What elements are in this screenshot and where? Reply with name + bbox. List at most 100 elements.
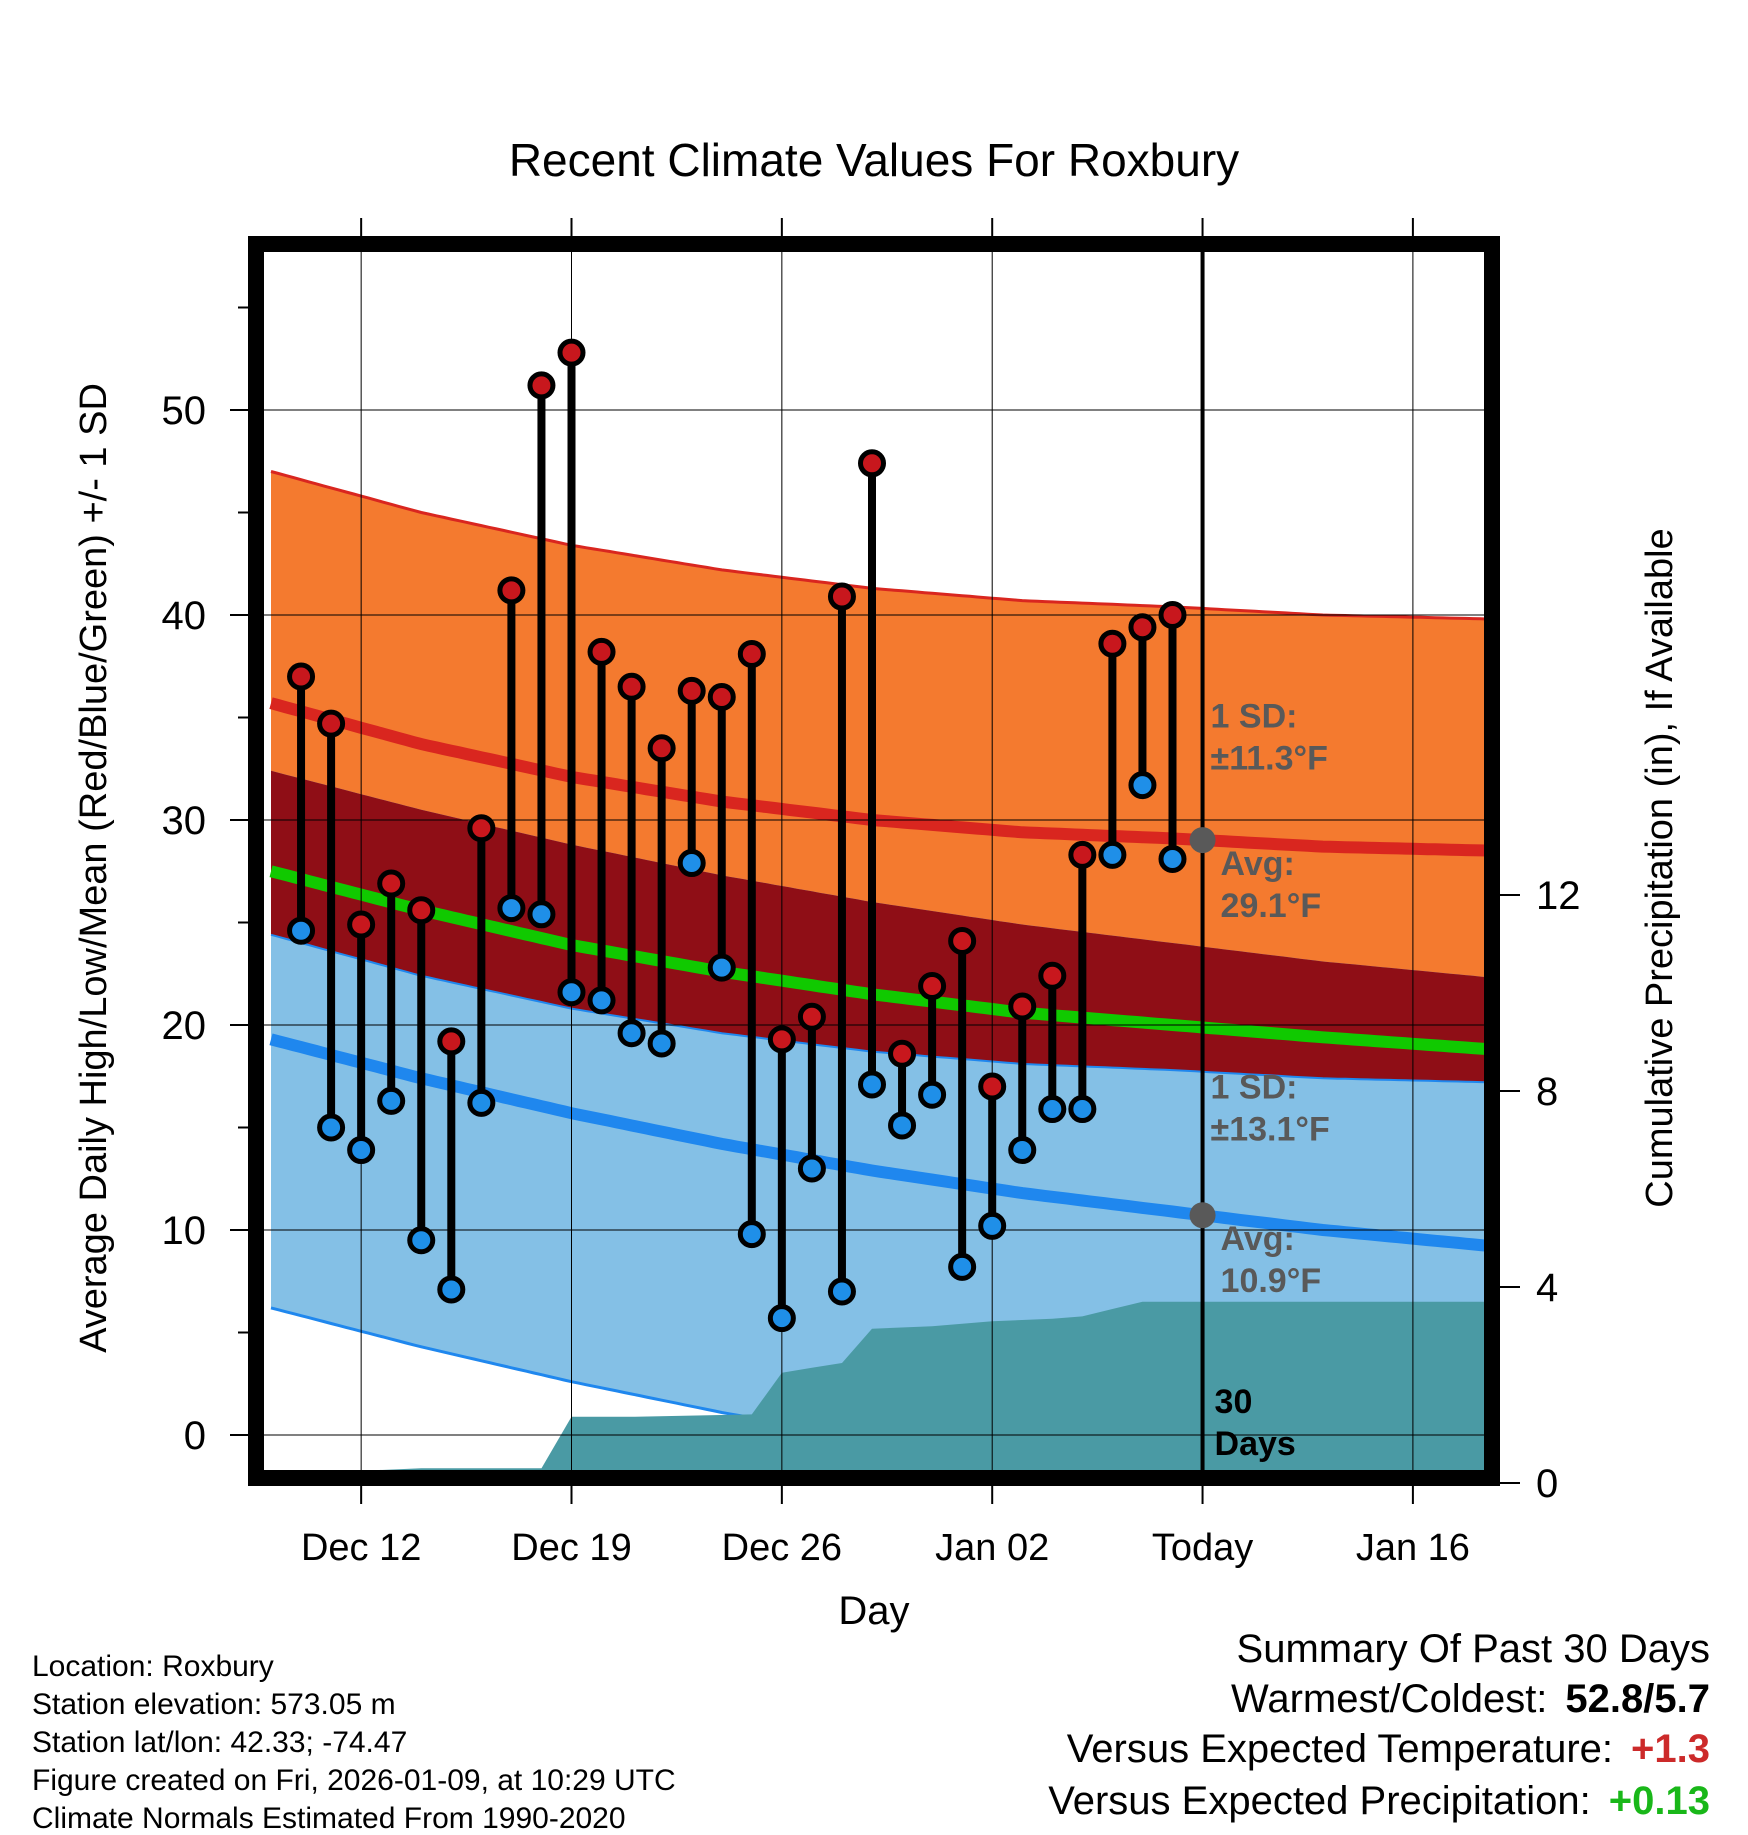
daily-low-marker: [1128, 771, 1157, 800]
high-sd-annotation: 1 SD: ±11.3°F: [1211, 697, 1328, 777]
normal-low-line: [269, 1033, 1486, 1252]
daily-high-marker: [707, 683, 736, 711]
daily-low-marker: [1008, 1136, 1037, 1165]
daily-low-marker: [1158, 844, 1187, 873]
daily-low-marker: [1038, 1095, 1067, 1124]
daily-low-marker: [347, 1136, 376, 1165]
normal-high-line: [269, 697, 1486, 857]
x-tick-label: Dec 19: [511, 1527, 631, 1569]
normal-mean-line: [269, 865, 1486, 1056]
x-tick-label: Today: [1152, 1527, 1253, 1569]
daily-high-marker: [1008, 992, 1037, 1021]
daily-high-marker: [467, 814, 496, 843]
daily-high-marker: [527, 371, 556, 400]
daily-high-marker: [858, 449, 886, 478]
high-sd-lower-edge: [270, 933, 1486, 1084]
today-high-avg-marker: [1189, 827, 1216, 854]
x-axis-label: Day: [838, 1589, 909, 1633]
daily-high-marker: [347, 910, 376, 939]
daily-high-marker: [1128, 613, 1157, 642]
summary-title: Summary Of Past 30 Days: [1236, 1627, 1710, 1671]
days-annotation: 30 Days: [1215, 1383, 1296, 1463]
daily-high-marker: [407, 896, 436, 925]
summary-precip-row: Versus Expected Precipitation: +0.13: [1048, 1780, 1710, 1822]
daily-low-marker: [617, 1019, 646, 1048]
daily-high-marker: [677, 676, 706, 705]
summary-warmest-value: 52.8/5.7: [1565, 1677, 1710, 1721]
y-tick-label: 20: [162, 1004, 207, 1048]
daily-low-marker: [888, 1111, 917, 1140]
plot-area: 1 SD: ±11.3°F Avg: 29.1°F 1 SD: ±13.1°F Avg: 10…: [162, 218, 1581, 1569]
daily-high-marker: [377, 869, 406, 898]
y-axis-label-left: Average Daily High/Low/Mean (Red/Blue/Gr…: [73, 383, 115, 1353]
daily-high-marker: [797, 1002, 826, 1031]
today-low-avg-marker: [1189, 1202, 1216, 1229]
low-avg-annotation: Avg: 10.9°F: [1221, 1220, 1322, 1300]
info-elevation: Station elevation: 573.05 m: [32, 1688, 396, 1721]
daily-high-marker: [1098, 629, 1127, 658]
info-location: Location: Roxbury: [32, 1650, 274, 1683]
daily-low-marker: [948, 1252, 977, 1281]
info-created: Figure created on Fri, 2026-01-09, at 10…: [32, 1764, 676, 1797]
daily-high-marker: [978, 1072, 1007, 1101]
y-tick-label: 30: [162, 799, 207, 843]
daily-high-marker: [647, 734, 676, 763]
daily-high-marker: [737, 639, 766, 668]
daily-low-marker: [858, 1070, 886, 1099]
y2-tick-label: 12: [1536, 874, 1581, 918]
daily-high-marker: [617, 672, 646, 701]
daily-low-marker: [737, 1220, 766, 1249]
x-tick-label: Dec 26: [722, 1527, 842, 1569]
precip-area: [284, 1301, 1486, 1472]
daily-high-marker: [1158, 601, 1187, 629]
y-tick-label: 0: [184, 1414, 206, 1458]
daily-low-marker: [677, 849, 706, 878]
daily-high-marker: [557, 338, 586, 367]
daily-low-marker: [1068, 1095, 1097, 1124]
daily-low-marker: [587, 986, 616, 1015]
y-axis-label-right: Cumulative Precipitation (in), If Availa…: [1639, 528, 1681, 1207]
daily-low-marker: [767, 1304, 796, 1333]
daily-high-marker: [587, 637, 616, 666]
x-tick-label: Jan 16: [1356, 1527, 1470, 1569]
info-normals: Climate Normals Estimated From 1990-2020: [32, 1802, 626, 1835]
daily-high-marker: [918, 972, 947, 1001]
daily-low-marker: [647, 1029, 676, 1058]
daily-high-marker: [1068, 840, 1097, 869]
summary-precip-value: +0.13: [1608, 1779, 1710, 1823]
daily-high-marker: [437, 1027, 466, 1056]
y-tick-label: 10: [162, 1209, 207, 1253]
daily-high-marker: [1038, 961, 1067, 990]
daily-high-marker: [888, 1039, 917, 1068]
summary-warmest-row: Warmest/Coldest: 52.8/5.7: [1231, 1678, 1710, 1720]
daily-low-marker: [317, 1113, 346, 1142]
daily-low-marker: [707, 953, 736, 982]
daily-low-marker: [497, 894, 526, 923]
daily-low-marker: [797, 1154, 826, 1183]
daily-high-marker: [767, 1025, 796, 1054]
chart-title: Recent Climate Values For Roxbury: [509, 134, 1239, 186]
daily-high-marker: [317, 709, 346, 738]
summary-warmest-label: Warmest/Coldest:: [1231, 1677, 1548, 1721]
daily-low-marker: [377, 1086, 406, 1115]
y2-tick-label: 8: [1536, 1070, 1558, 1114]
daily-low-marker: [407, 1226, 436, 1255]
daily-low-marker: [978, 1211, 1007, 1240]
x-tick-label: Jan 02: [935, 1527, 1049, 1569]
daily-high-marker: [948, 926, 977, 955]
summary-precip-label: Versus Expected Precipitation:: [1048, 1779, 1591, 1823]
high-avg-annotation: Avg: 29.1°F: [1221, 845, 1322, 925]
daily-low-marker: [287, 916, 316, 945]
x-tick-label: Dec 12: [301, 1527, 421, 1569]
daily-low-marker: [527, 900, 556, 929]
y-tick-label: 40: [162, 594, 207, 638]
daily-high-marker: [287, 662, 316, 691]
y2-tick-label: 0: [1536, 1462, 1558, 1506]
daily-low-marker: [467, 1088, 496, 1117]
daily-low-marker: [827, 1277, 856, 1306]
plot-layers-inner: [262, 250, 1486, 1472]
high-sd-upper-edge: [270, 470, 1486, 621]
summary-temp-value: +1.3: [1631, 1727, 1710, 1771]
daily-high-marker: [827, 582, 856, 611]
